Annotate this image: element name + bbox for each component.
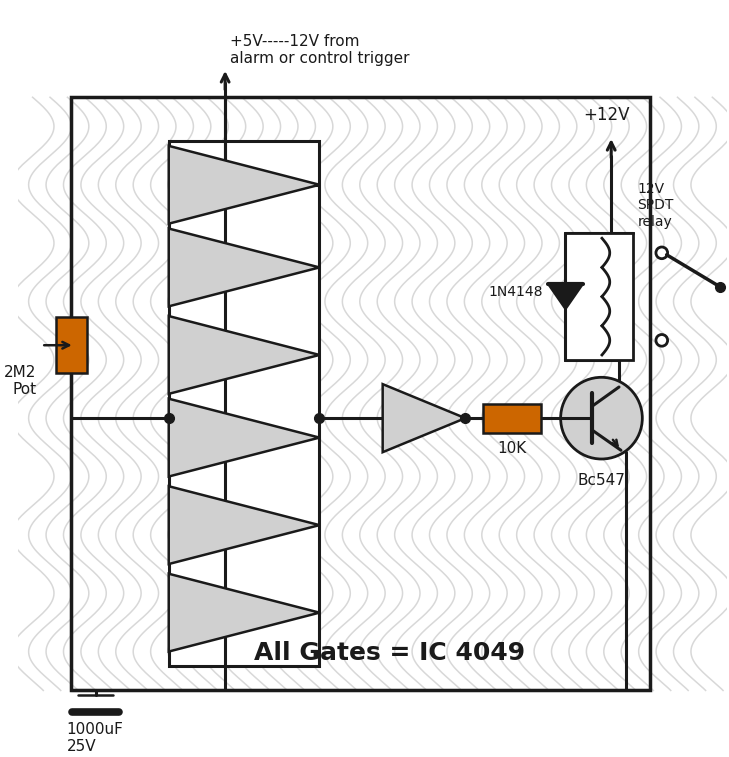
Text: 1000uF
25V: 1000uF 25V [66, 721, 123, 754]
Polygon shape [168, 399, 319, 476]
Polygon shape [168, 486, 319, 564]
Text: +12V: +12V [583, 107, 630, 124]
Text: Bc547: Bc547 [577, 472, 625, 488]
Polygon shape [168, 316, 319, 394]
Polygon shape [383, 384, 465, 452]
Bar [168, 141, 319, 666]
Polygon shape [168, 146, 319, 223]
Bar [71, 97, 650, 690]
Polygon shape [168, 574, 319, 652]
Circle shape [656, 247, 668, 259]
Text: 2M2
Pot: 2M2 Pot [4, 365, 36, 397]
Bar [483, 403, 541, 433]
Text: 1N4148: 1N4148 [488, 285, 543, 299]
Circle shape [561, 377, 642, 459]
Polygon shape [168, 229, 319, 307]
Bar [56, 317, 87, 373]
Text: 12V
SPDT
relay: 12V SPDT relay [637, 182, 674, 229]
Circle shape [656, 335, 668, 346]
Text: All Gates = IC 4049: All Gates = IC 4049 [254, 641, 526, 665]
Text: 10K: 10K [497, 441, 526, 456]
Text: +5V-----12V from
alarm or control trigger: +5V-----12V from alarm or control trigge… [230, 34, 410, 67]
Bar [566, 233, 633, 360]
Polygon shape [548, 284, 583, 310]
